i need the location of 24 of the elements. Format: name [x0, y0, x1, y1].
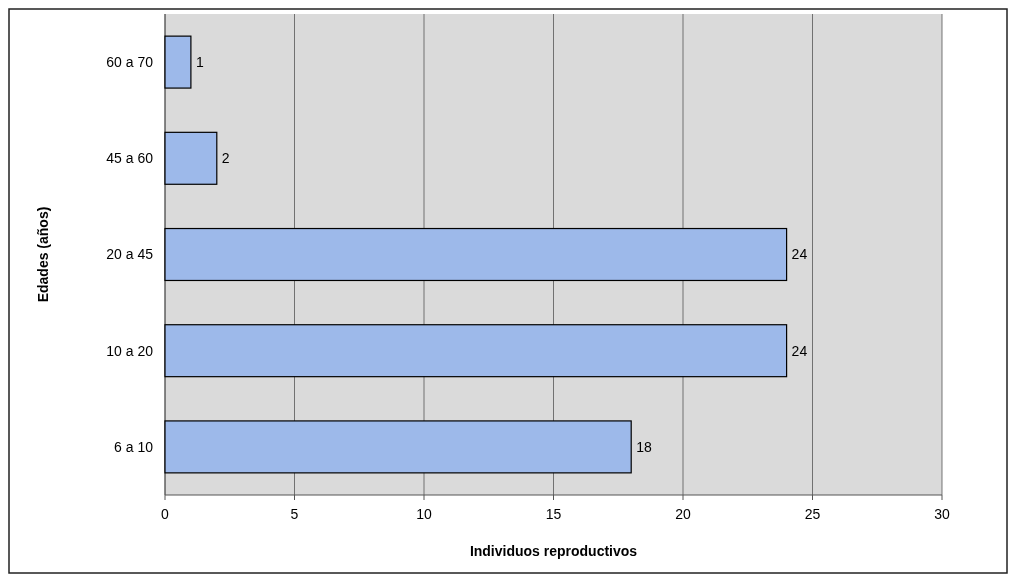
bar	[164, 131, 218, 185]
y-tick-label: 60 a 70	[106, 54, 154, 70]
data-label: 1	[195, 54, 204, 70]
x-tick-label: 30	[934, 506, 950, 522]
x-tick-label: 25	[804, 506, 821, 522]
y-tick-label: 6 a 10	[114, 438, 154, 455]
x-tick-label: 20	[675, 506, 691, 522]
x-tick-label: 5	[290, 506, 299, 522]
data-label: 24	[791, 342, 808, 359]
x-tick-label: 0	[161, 506, 170, 522]
bar	[164, 420, 632, 474]
bar	[164, 35, 192, 89]
y-tick-label: 45 a 60	[106, 150, 154, 167]
x-axis-title: Individuos reproductivos	[469, 543, 638, 559]
bar	[164, 227, 788, 282]
y-axis-title: Edades (años)	[35, 206, 51, 303]
x-tick-label: 10	[416, 506, 432, 522]
y-tick-label: 20 a 45	[106, 246, 154, 263]
y-tick-label: 10 a 20	[106, 342, 154, 359]
data-label: 24	[791, 246, 808, 263]
bar	[164, 324, 788, 378]
data-label: 18	[636, 438, 652, 455]
x-tick-label: 15	[545, 506, 562, 522]
data-label: 2	[221, 150, 230, 167]
